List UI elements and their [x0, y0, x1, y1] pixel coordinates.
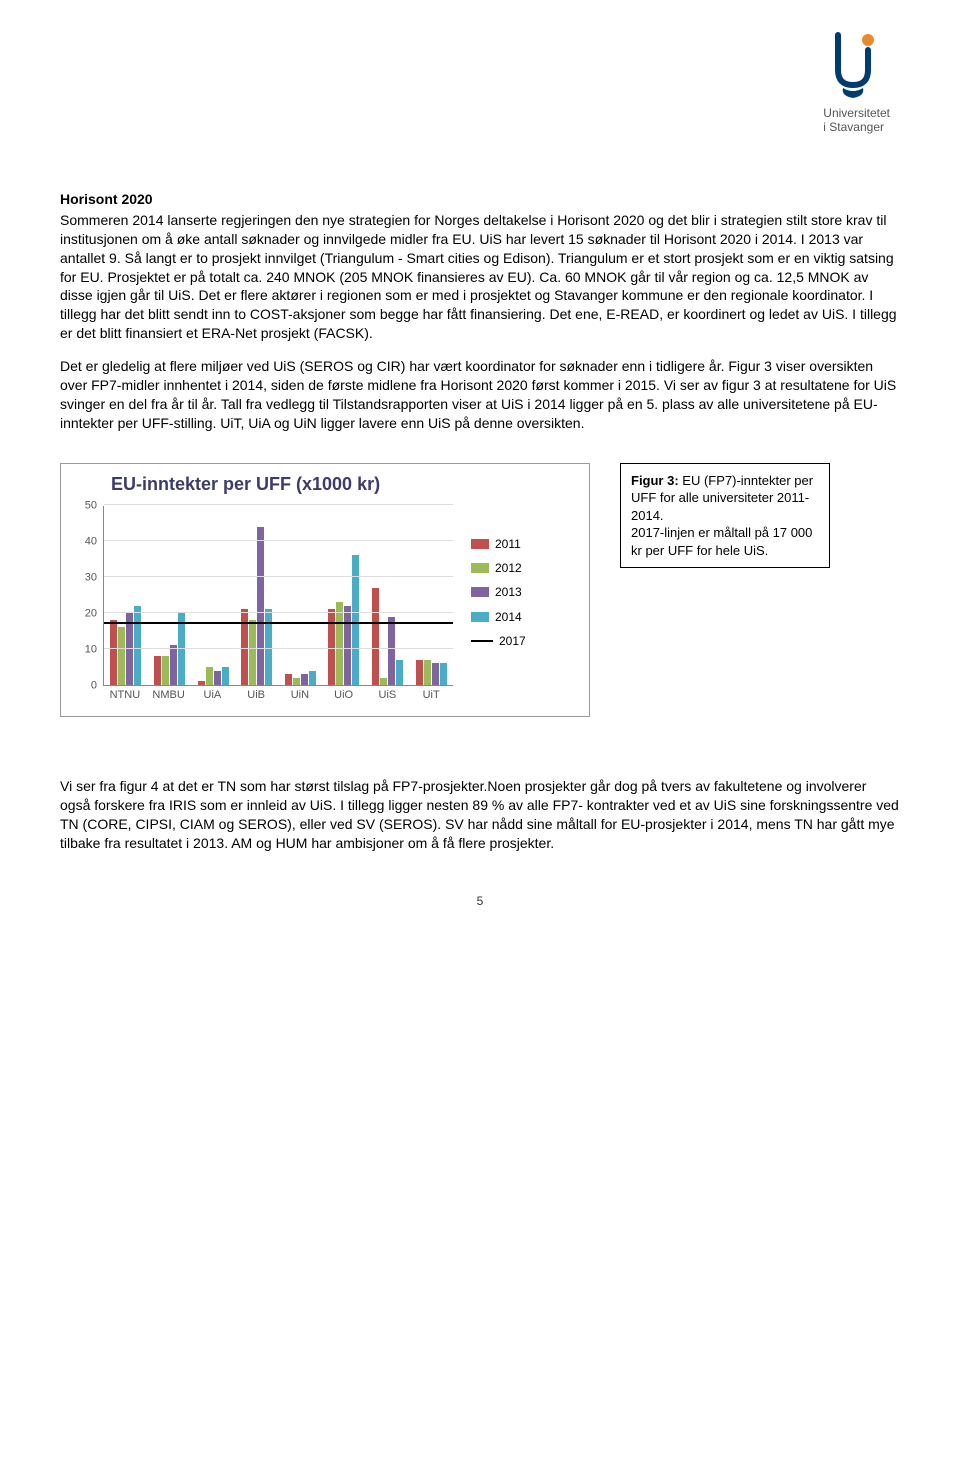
x-label: NMBU — [147, 688, 191, 706]
bar — [388, 617, 395, 685]
bar-group — [322, 506, 366, 685]
bar — [396, 660, 403, 685]
bar-group — [409, 506, 453, 685]
legend-label: 2017 — [499, 633, 526, 649]
logo-text-line2: i Stavanger — [823, 120, 890, 134]
bar — [440, 663, 447, 685]
caption-text-2: 2017-linjen er måltall på 17 000 kr per … — [631, 525, 812, 558]
y-tick: 40 — [85, 535, 97, 550]
paragraph-3: Vi ser fra figur 4 at det er TN som har … — [60, 777, 900, 853]
bar — [222, 667, 229, 685]
target-line — [104, 622, 453, 624]
legend-item: 2012 — [471, 560, 526, 576]
y-tick: 50 — [85, 499, 97, 514]
x-label: UiS — [366, 688, 410, 706]
logo-text-line1: Universitetet — [823, 106, 890, 120]
x-label: NTNU — [103, 688, 147, 706]
x-label: UiA — [191, 688, 235, 706]
bar-group — [366, 506, 410, 685]
bar — [118, 627, 125, 685]
y-tick: 30 — [85, 571, 97, 586]
bar — [424, 660, 431, 685]
legend-swatch — [471, 612, 489, 622]
bar — [336, 602, 343, 685]
bar — [352, 555, 359, 685]
caption-label: Figur 3: — [631, 473, 679, 488]
bar-group — [235, 506, 279, 685]
bar — [285, 674, 292, 685]
bar — [380, 678, 387, 685]
x-label: UiT — [409, 688, 453, 706]
y-tick: 0 — [91, 679, 97, 694]
chart-plot: 01020304050 NTNUNMBUUiAUiBUiNUiOUiSUiT — [73, 506, 453, 706]
paragraph-2: Det er gledelig at flere miljøer ved UiS… — [60, 357, 900, 433]
logo: Universitetet i Stavanger — [823, 30, 890, 135]
bar — [249, 620, 256, 685]
chart-title: EU-inntekter per UFF (x1000 kr) — [111, 472, 577, 496]
y-tick: 20 — [85, 607, 97, 622]
x-label: UiB — [234, 688, 278, 706]
y-tick: 10 — [85, 643, 97, 658]
bar — [309, 671, 316, 685]
bar — [206, 667, 213, 685]
bar-group — [148, 506, 192, 685]
bar-group — [191, 506, 235, 685]
bar — [170, 645, 177, 685]
bar — [134, 606, 141, 685]
x-label: UiN — [278, 688, 322, 706]
bar — [293, 678, 300, 685]
legend-item: 2011 — [471, 536, 526, 552]
figure-caption: Figur 3: EU (FP7)-inntekter per UFF for … — [620, 463, 830, 569]
bar — [110, 620, 117, 685]
legend-label: 2012 — [495, 560, 522, 576]
legend-label: 2014 — [495, 609, 522, 625]
bar — [372, 588, 379, 685]
bar — [162, 656, 169, 685]
page-number: 5 — [60, 893, 900, 909]
bar — [257, 527, 264, 685]
legend-label: 2011 — [495, 536, 521, 552]
legend-item: 2017 — [471, 633, 526, 649]
bar — [416, 660, 423, 685]
bar — [198, 681, 205, 685]
legend-item: 2014 — [471, 609, 526, 625]
bar-group — [279, 506, 323, 685]
bar — [432, 663, 439, 685]
legend-item: 2013 — [471, 584, 526, 600]
uis-logo-icon — [823, 30, 883, 100]
bar — [344, 606, 351, 685]
chart-container: EU-inntekter per UFF (x1000 kr) 0 10 20 30 4… — [60, 463, 590, 717]
legend-swatch — [471, 563, 489, 573]
bar — [214, 671, 221, 685]
bar — [154, 656, 161, 685]
bar-group — [104, 506, 148, 685]
chart-legend: 2011 2012 2013 2014 2017 — [471, 536, 526, 706]
x-label: UiO — [322, 688, 366, 706]
section-title: Horisont 2020 — [60, 190, 900, 209]
legend-swatch — [471, 587, 489, 597]
legend-swatch — [471, 539, 489, 549]
bar — [301, 674, 308, 685]
legend-label: 2013 — [495, 584, 522, 600]
paragraph-1: Sommeren 2014 lanserte regjeringen den n… — [60, 211, 900, 343]
legend-line-icon — [471, 640, 493, 642]
